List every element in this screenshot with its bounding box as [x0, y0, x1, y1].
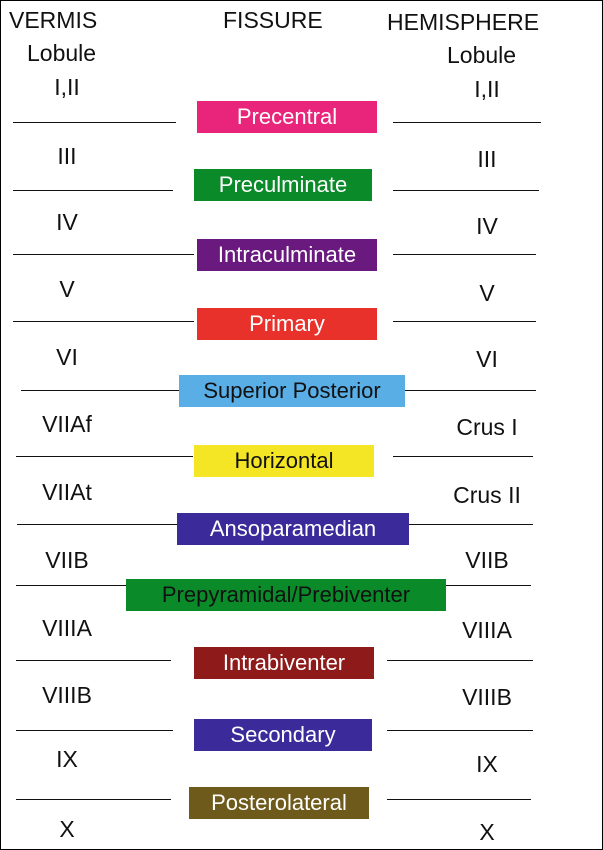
fissure-line-right — [387, 799, 531, 800]
fissure-line-left — [13, 190, 173, 191]
hemisphere-lobule-label: IV — [476, 213, 498, 239]
hemisphere-header: HEMISPHERE — [387, 9, 540, 35]
fissure-line-right — [405, 390, 536, 391]
fissure-line-left — [16, 730, 173, 731]
fissure-line-right — [387, 730, 533, 731]
vermis-header: VERMIS — [9, 7, 98, 33]
fissure-line-left — [16, 799, 171, 800]
hemisphere-lobule-label: VIIB — [465, 547, 509, 573]
fissure-line-left — [13, 122, 176, 123]
fissure-label: Precentral — [197, 101, 377, 133]
vermis-lobule-label: III — [57, 143, 77, 169]
hemisphere-lobule-label: Crus II — [453, 482, 521, 508]
hemisphere-lobule-label: I,II — [474, 76, 500, 102]
fissure-line-left — [21, 390, 179, 391]
hemisphere-lobule-label: Crus I — [456, 414, 518, 440]
fissure-line-right — [407, 524, 533, 525]
hemisphere-lobule-label: VIIIA — [462, 617, 512, 643]
vermis-lobule-label: VIIB — [45, 547, 89, 573]
hemisphere-lobule-label: V — [479, 280, 495, 306]
fissure-line-right — [393, 456, 533, 457]
fissure-label: Intraculminate — [197, 239, 377, 271]
fissure-label: Intrabiventer — [194, 647, 374, 679]
vermis-lobule-label: I,II — [54, 74, 80, 100]
vermis-lobule-label: IV — [56, 209, 78, 235]
hemisphere-lobule-label: IX — [476, 751, 498, 777]
fissure-line-left — [13, 254, 194, 255]
fissure-label: Posterolateral — [189, 787, 369, 819]
hemisphere-subheader: Lobule — [447, 42, 517, 68]
fissure-header: FISSURE — [223, 7, 323, 33]
fissure-line-left — [16, 456, 193, 457]
fissure-label: Horizontal — [194, 445, 374, 477]
vermis-lobule-label: VI — [56, 344, 78, 370]
fissure-label: Primary — [197, 308, 377, 340]
fissure-line-left — [17, 524, 177, 525]
vermis-lobule-label: VIIIB — [42, 682, 92, 708]
fissure-line-right — [393, 254, 536, 255]
hemisphere-lobule-label: III — [477, 146, 497, 172]
hemisphere-lobule-label: VI — [476, 346, 498, 372]
fissure-label: Secondary — [194, 719, 372, 751]
fissure-label: Preculminate — [194, 169, 372, 201]
fissure-line-right — [393, 190, 539, 191]
fissure-line-right — [387, 660, 533, 661]
vermis-lobule-label: V — [59, 276, 75, 302]
hemisphere-lobule-label: X — [479, 819, 495, 845]
vermis-lobule-label: VIIAf — [42, 411, 92, 437]
fissure-line-right — [393, 122, 541, 123]
vermis-lobule-label: X — [59, 816, 75, 842]
fissure-label: Superior Posterior — [179, 375, 405, 407]
hemisphere-lobule-label: VIIIB — [462, 684, 512, 710]
vermis-lobule-label: IX — [56, 746, 78, 772]
fissure-line-right — [393, 321, 536, 322]
fissure-line-left — [16, 660, 171, 661]
fissure-label: Ansoparamedian — [177, 513, 409, 545]
vermis-lobule-label: VIIIA — [42, 615, 92, 641]
vermis-subheader: Lobule — [27, 40, 97, 66]
fissure-line-right — [446, 585, 531, 586]
fissure-line-left — [13, 321, 194, 322]
vermis-lobule-label: VIIAt — [42, 479, 92, 505]
fissure-line-left — [16, 585, 126, 586]
fissure-label: Prepyramidal/Prebiventer — [126, 579, 446, 611]
